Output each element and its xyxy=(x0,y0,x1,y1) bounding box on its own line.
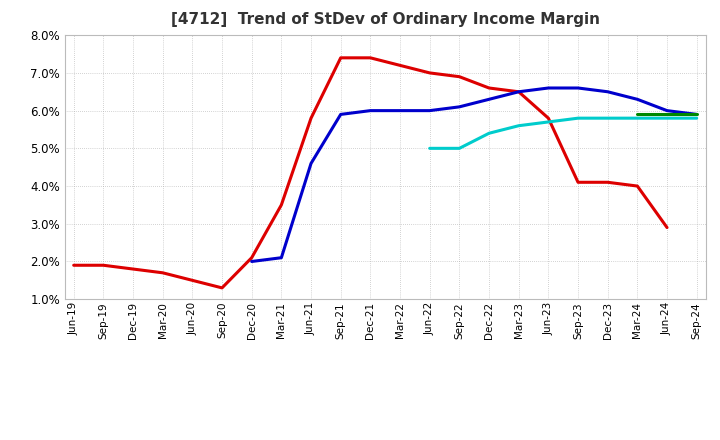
10 Years xyxy=(633,112,642,117)
5 Years xyxy=(544,85,553,91)
3 Years xyxy=(662,225,671,230)
7 Years xyxy=(455,146,464,151)
7 Years xyxy=(633,116,642,121)
3 Years xyxy=(99,263,108,268)
10 Years xyxy=(662,112,671,117)
7 Years xyxy=(693,116,701,121)
5 Years xyxy=(574,85,582,91)
3 Years xyxy=(455,74,464,79)
5 Years xyxy=(426,108,434,113)
3 Years xyxy=(396,63,405,68)
3 Years xyxy=(544,116,553,121)
3 Years xyxy=(69,263,78,268)
3 Years xyxy=(514,89,523,95)
3 Years xyxy=(217,285,226,290)
Line: 5 Years: 5 Years xyxy=(252,88,697,261)
3 Years xyxy=(248,255,256,260)
Title: [4712]  Trend of StDev of Ordinary Income Margin: [4712] Trend of StDev of Ordinary Income… xyxy=(171,12,600,27)
5 Years xyxy=(277,255,286,260)
3 Years xyxy=(307,116,315,121)
7 Years xyxy=(485,131,493,136)
5 Years xyxy=(633,97,642,102)
5 Years xyxy=(366,108,374,113)
7 Years xyxy=(662,116,671,121)
5 Years xyxy=(514,89,523,95)
7 Years xyxy=(603,116,612,121)
5 Years xyxy=(396,108,405,113)
5 Years xyxy=(307,161,315,166)
7 Years xyxy=(544,119,553,125)
7 Years xyxy=(574,116,582,121)
3 Years xyxy=(603,180,612,185)
5 Years xyxy=(662,108,671,113)
3 Years xyxy=(485,85,493,91)
Line: 3 Years: 3 Years xyxy=(73,58,667,288)
Line: 7 Years: 7 Years xyxy=(430,118,697,148)
5 Years xyxy=(693,112,701,117)
3 Years xyxy=(574,180,582,185)
3 Years xyxy=(336,55,345,60)
3 Years xyxy=(188,278,197,283)
3 Years xyxy=(129,266,138,271)
5 Years xyxy=(603,89,612,95)
7 Years xyxy=(514,123,523,128)
3 Years xyxy=(366,55,374,60)
3 Years xyxy=(158,270,167,275)
5 Years xyxy=(485,97,493,102)
7 Years xyxy=(426,146,434,151)
3 Years xyxy=(277,202,286,208)
10 Years xyxy=(693,112,701,117)
3 Years xyxy=(633,183,642,189)
5 Years xyxy=(248,259,256,264)
5 Years xyxy=(455,104,464,110)
5 Years xyxy=(336,112,345,117)
3 Years xyxy=(426,70,434,76)
